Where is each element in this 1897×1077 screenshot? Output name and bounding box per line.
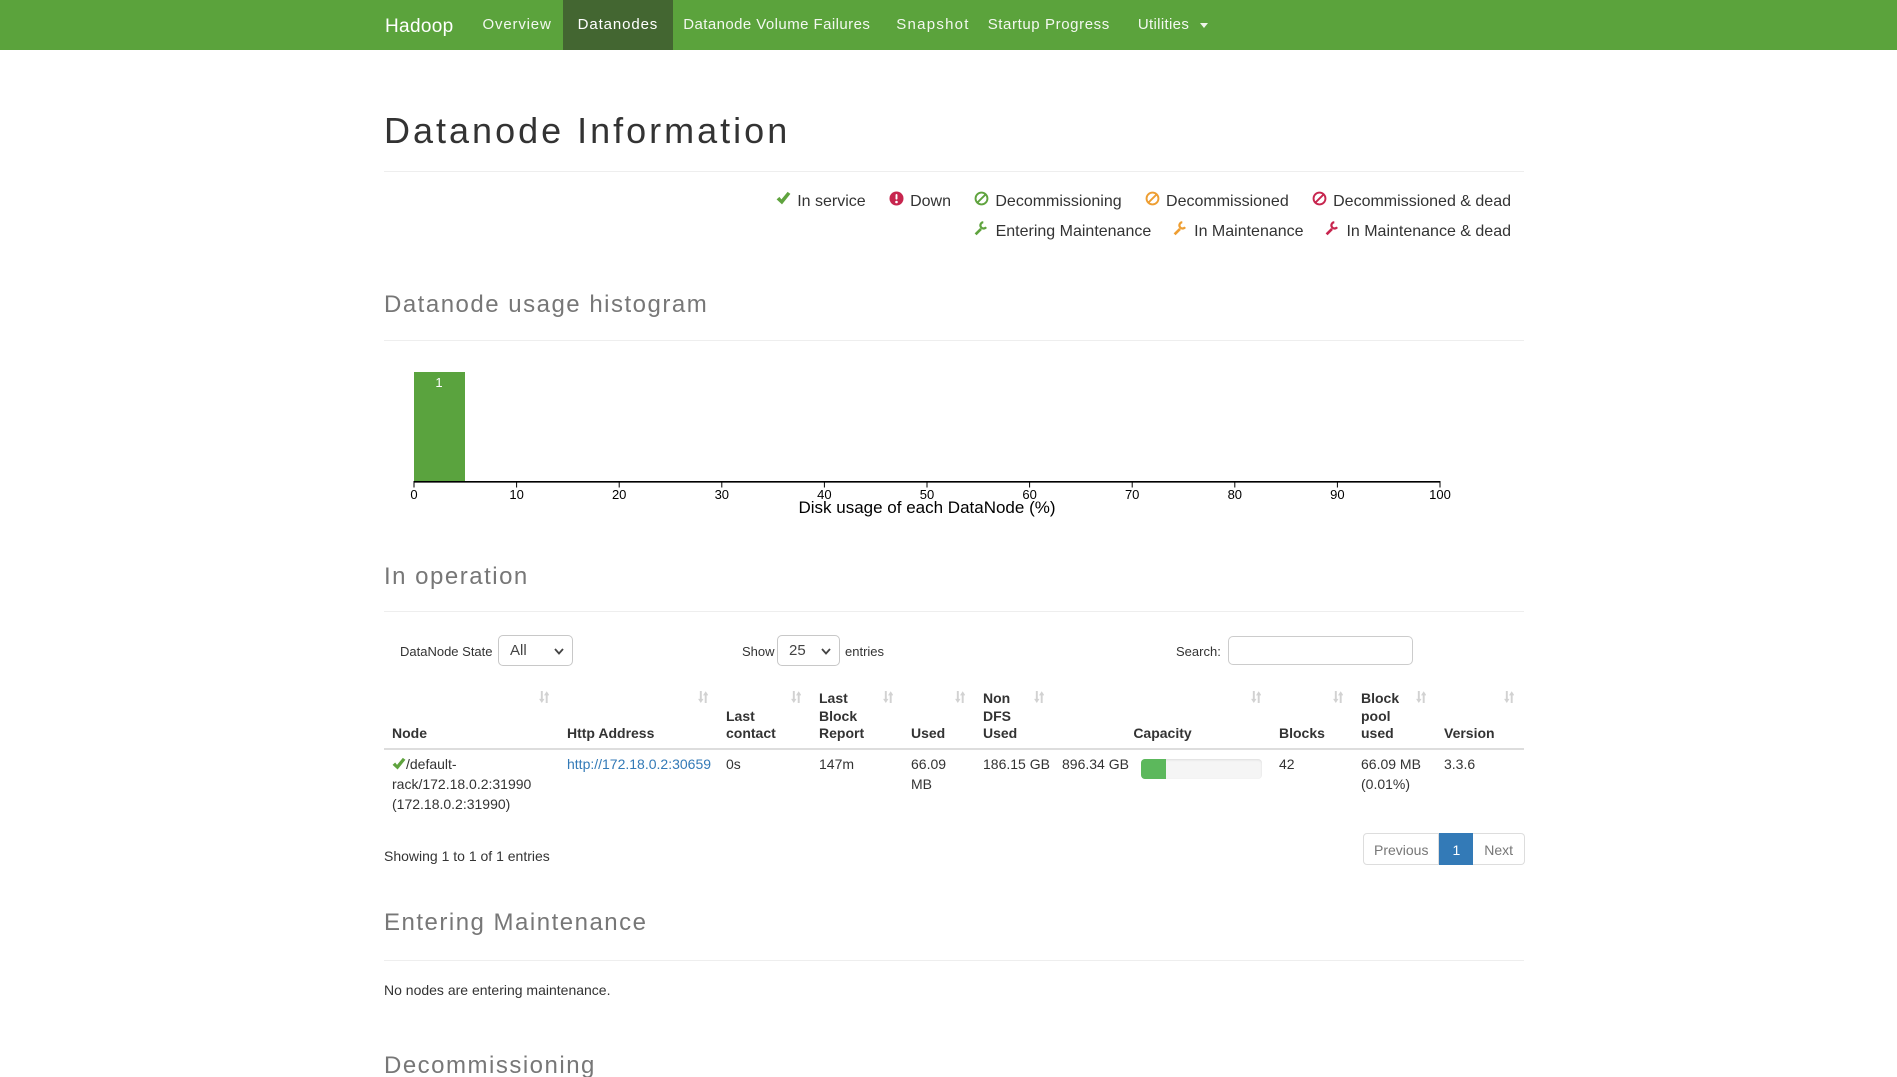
svg-text:70: 70 [1125, 487, 1139, 502]
svg-text:20: 20 [612, 487, 626, 502]
svg-text:Disk usage of each DataNode (%: Disk usage of each DataNode (%) [798, 498, 1055, 517]
svg-text:90: 90 [1330, 487, 1344, 502]
svg-text:40: 40 [817, 487, 831, 502]
svg-text:50: 50 [920, 487, 934, 502]
svg-text:1: 1 [435, 375, 442, 390]
svg-text:10: 10 [509, 487, 523, 502]
svg-text:60: 60 [1022, 487, 1036, 502]
svg-text:80: 80 [1228, 487, 1242, 502]
svg-text:100: 100 [1429, 487, 1451, 502]
svg-text:0: 0 [410, 487, 417, 502]
svg-text:30: 30 [715, 487, 729, 502]
